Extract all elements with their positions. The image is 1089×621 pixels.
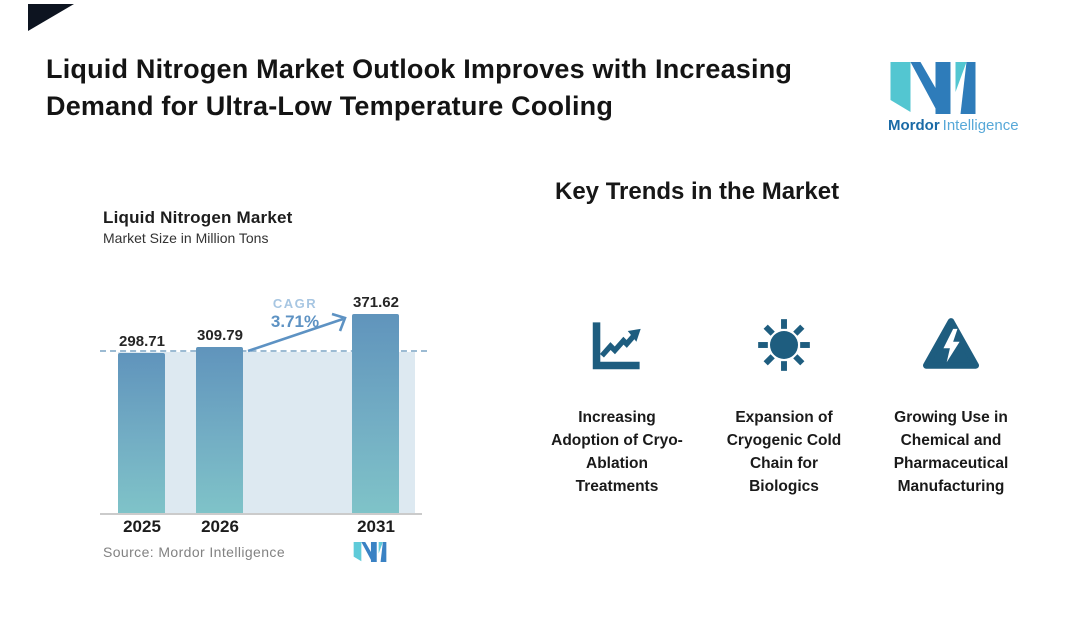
trend-label: Growing Use in Chemical and Pharmaceutic… [893,409,1009,495]
line-chart-icon [592,322,641,370]
source-text: Source: Mordor Intelligence [103,544,285,560]
growth-arrow-icon [247,312,347,353]
mordor-mini-logo-icon [353,542,387,562]
trend-label: Expansion of Cryogenic Cold Chain for Bi… [726,409,842,495]
trend-item-cryo-ablation: Increasing Adoption of Cryo-Ablation Tre… [535,316,699,498]
trend-item-chemical-pharma: Growing Use in Chemical and Pharmaceutic… [869,316,1033,498]
brand-logo: Mordor Intelligence [888,62,1019,134]
page-title-line2: Demand for Ultra-Low Temperature Cooling [46,91,614,121]
mordor-intelligence-logo-icon [890,62,976,114]
sun-icon [758,319,810,371]
chart-subtitle: Market Size in Million Tons [103,230,269,246]
chart-title: Liquid Nitrogen Market [103,208,293,227]
x-tick-2031: 2031 [357,517,395,536]
market-size-chart: Liquid Nitrogen Market Market Size in Mi… [95,200,440,575]
brand-name-bold: Mordor [888,117,940,134]
bar-2026 [196,347,243,513]
page-title: Liquid Nitrogen Market Outlook Improves … [46,51,866,125]
brand-wordmark: Mordor Intelligence [888,117,1019,134]
x-axis-line [100,513,422,515]
trend-label: Increasing Adoption of Cryo-Ablation Tre… [551,409,683,495]
bar-value-2031: 371.62 [353,294,399,311]
reference-dashed-line [100,350,427,352]
trend-item-cryogenic-cold-chain: Expansion of Cryogenic Cold Chain for Bi… [702,316,866,498]
corner-triangle-decoration [28,4,74,31]
page-title-line1: Liquid Nitrogen Market Outlook Improves … [46,54,793,84]
x-tick-2025: 2025 [123,517,161,536]
bar-value-2026: 309.79 [197,327,243,344]
chart-source-row: Source: Mordor Intelligence [103,541,433,563]
bar-2025 [118,353,165,513]
cagr-annotation: CAGR 3.71% [252,296,338,332]
bar-2031 [352,314,399,513]
cagr-label: CAGR [272,296,318,311]
cagr-value: 3.71% [270,312,320,331]
key-trends-title: Key Trends in the Market [555,178,840,205]
warning-lightning-icon [923,318,979,369]
bar-value-2025: 298.71 [119,333,165,350]
x-tick-2026: 2026 [201,517,239,536]
brand-name-light: Intelligence [942,117,1019,134]
